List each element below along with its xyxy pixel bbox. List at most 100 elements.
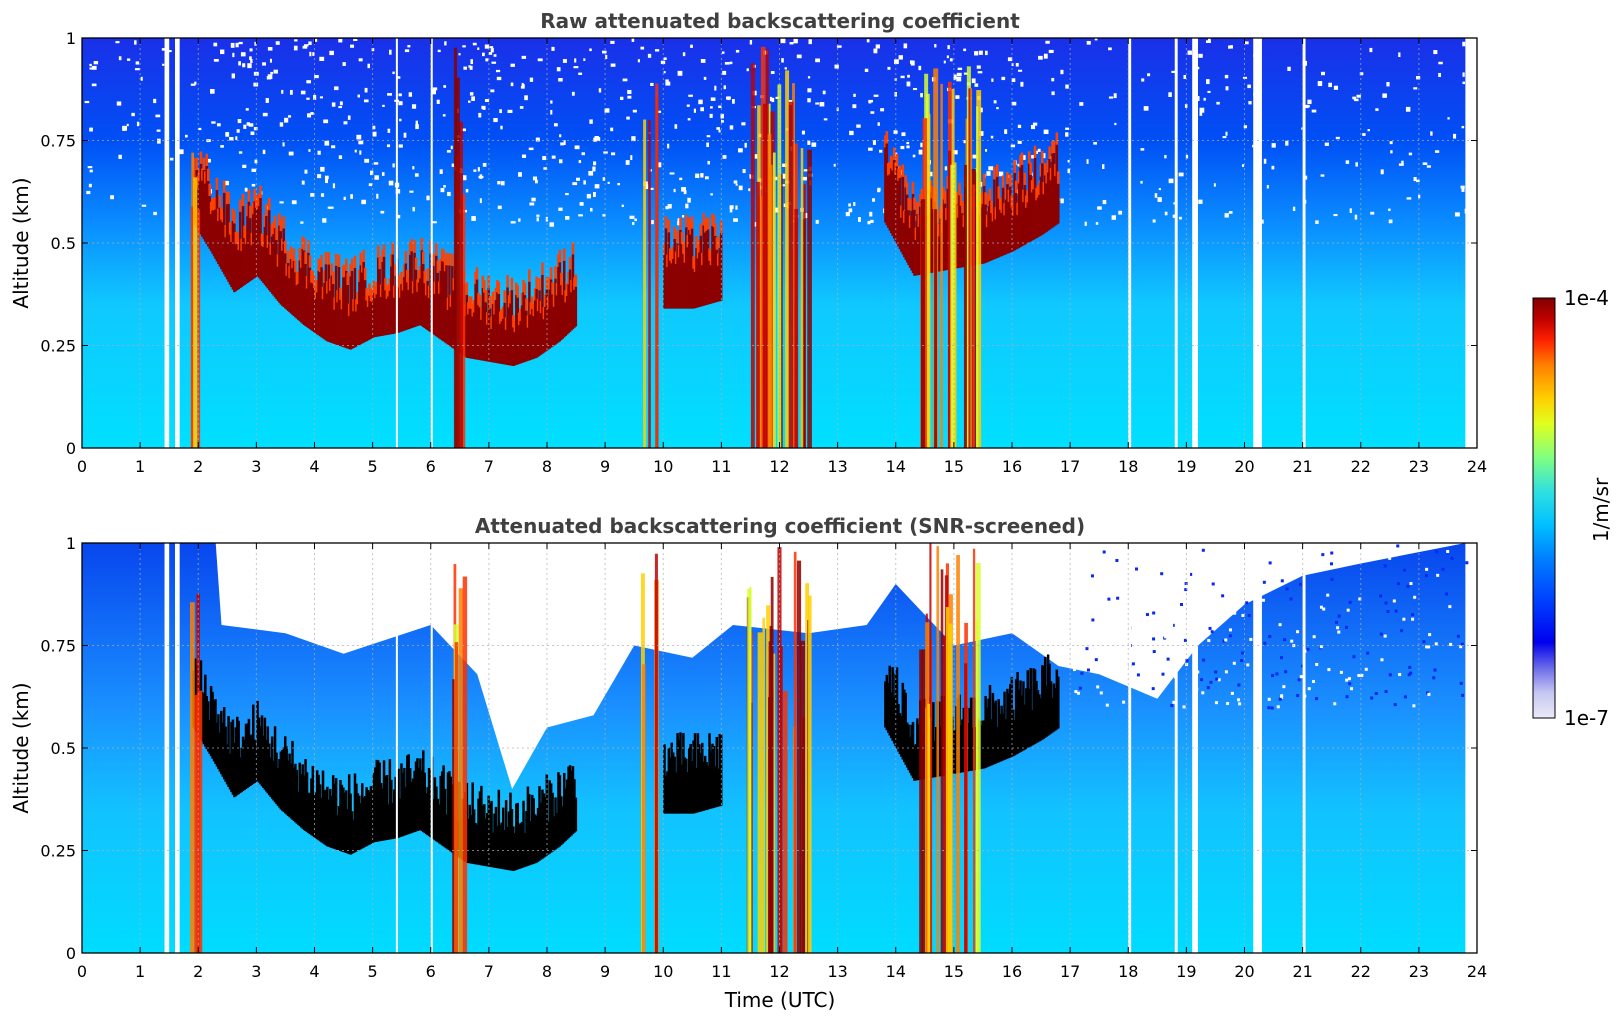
noise-speck <box>887 66 891 70</box>
cloud-cell <box>429 253 432 333</box>
cloud-cell <box>410 251 413 329</box>
y-tick-label: 0.5 <box>51 234 76 253</box>
cloud-edge <box>202 157 206 171</box>
noise-speck <box>135 61 140 65</box>
cloud-edge <box>388 278 392 291</box>
noise-speck <box>1084 221 1087 226</box>
cloud-cell <box>387 296 390 335</box>
noise-speck <box>1287 66 1291 71</box>
cloud-cell <box>1016 214 1019 249</box>
mask-speck <box>1311 679 1315 683</box>
noise-speck <box>700 173 704 178</box>
noise-speck <box>621 204 624 208</box>
noise-speck <box>1178 172 1184 177</box>
noise-speck <box>741 122 746 126</box>
noise-speck <box>519 106 524 109</box>
raw-x-axis: 0 1 2 3 4 5 6 7 8 9 10 11 12 13 14 15 16 17 18 19 20 21 22 23 24 <box>77 38 1487 476</box>
noise-speck <box>738 148 743 153</box>
noise-speck <box>300 90 306 95</box>
cloud-cell <box>562 772 566 843</box>
cloud-cell <box>506 826 509 870</box>
cloud-cell <box>449 776 453 852</box>
cloud-cell <box>1042 194 1046 234</box>
noise-speck <box>411 104 417 109</box>
screened-panel-title: Attenuated backscattering coefficient (S… <box>475 514 1085 538</box>
noise-speck <box>537 58 543 62</box>
cloud-cell <box>445 814 448 849</box>
noise-speck <box>398 101 403 106</box>
noise-speck <box>332 183 336 189</box>
noise-speck <box>465 188 469 193</box>
mask-speck <box>1337 614 1341 618</box>
noise-speck <box>744 142 747 148</box>
noise-speck <box>731 99 735 104</box>
cloud-edge <box>516 285 519 298</box>
cloud-edge <box>980 194 983 208</box>
cloud-cell <box>488 803 492 867</box>
cloud-edge <box>1041 151 1044 164</box>
cloud-edge <box>385 286 389 299</box>
noise-speck <box>630 155 633 161</box>
noise-speck <box>979 107 983 113</box>
raw-y-axis: 00.250.50.751 <box>40 29 1477 458</box>
cloud-cell <box>215 189 219 262</box>
noise-speck <box>367 63 370 69</box>
precip-streak <box>780 646 783 953</box>
precip-streak <box>777 547 782 953</box>
noise-speck <box>714 85 717 91</box>
noise-speck <box>710 193 713 196</box>
cloud-cell <box>515 294 518 365</box>
noise-speck <box>262 62 267 66</box>
cloud-cell <box>465 294 469 358</box>
cloud-cell <box>394 276 397 334</box>
noise-speck <box>1011 63 1014 67</box>
noise-speck <box>1031 154 1035 159</box>
cloud-cell <box>1039 176 1043 236</box>
cloud-edge <box>299 255 303 268</box>
noise-speck <box>219 49 225 55</box>
noise-speck <box>310 112 314 115</box>
cloud-cell <box>561 806 565 844</box>
noise-speck <box>368 183 373 187</box>
noise-speck <box>244 187 248 192</box>
cloud-cell <box>943 203 947 271</box>
cloud-cell <box>670 263 674 309</box>
noise-speck <box>1333 85 1339 90</box>
cloud-edge <box>392 285 396 298</box>
cloud-cell <box>327 799 331 847</box>
cloud-cell <box>301 764 304 829</box>
x-tick-label: 24 <box>1467 962 1487 981</box>
noise-speck <box>907 74 910 78</box>
mask-speck <box>1268 634 1272 638</box>
noise-speck <box>1247 84 1251 89</box>
cloud-edge <box>943 191 947 204</box>
cloud-cell <box>708 260 711 305</box>
cloud-cell <box>420 250 424 327</box>
mask-speck <box>1459 645 1463 649</box>
cloud-edge <box>719 220 723 233</box>
mask-speck <box>1425 645 1429 649</box>
noise-speck <box>1315 220 1319 224</box>
cloud-edge <box>236 231 239 244</box>
cloud-cell <box>1012 215 1015 252</box>
cloud-cell <box>427 768 431 837</box>
cloud-cell <box>422 750 425 833</box>
cloud-cell <box>376 257 380 337</box>
cloud-edge <box>1030 180 1034 193</box>
cloud-edge <box>361 260 364 273</box>
cloud-cell <box>1030 709 1034 746</box>
cloud-cell <box>353 267 357 348</box>
cloud-cell <box>680 244 684 309</box>
cloud-cell <box>570 770 573 836</box>
mask-speck <box>1237 698 1241 702</box>
noise-speck <box>706 135 711 138</box>
noise-speck <box>632 221 635 226</box>
cloud-cell <box>442 261 445 342</box>
mask-speck <box>1170 704 1174 708</box>
mask-speck <box>1164 635 1168 639</box>
precip-streak <box>963 164 967 448</box>
mask-speck <box>1115 558 1119 562</box>
noise-speck <box>1086 40 1091 45</box>
cloud-cell <box>353 773 357 853</box>
precip-streak <box>950 164 955 448</box>
